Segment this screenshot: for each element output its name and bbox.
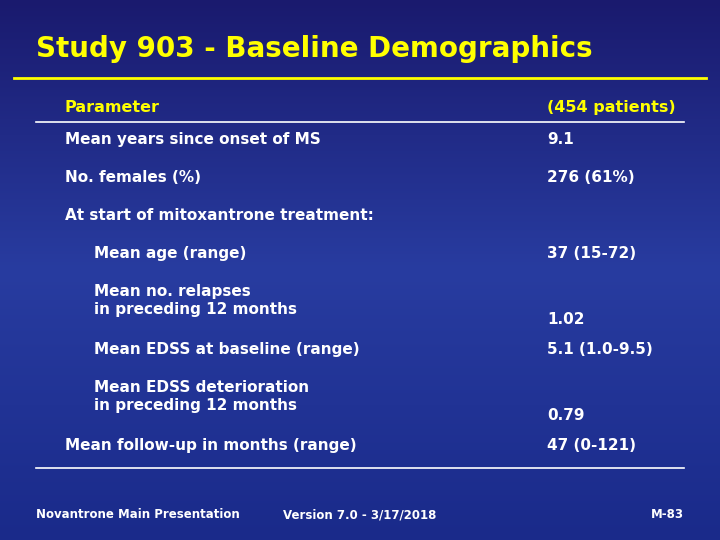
Text: Study 903 - Baseline Demographics: Study 903 - Baseline Demographics [36, 35, 593, 63]
Text: No. females (%): No. females (%) [65, 170, 201, 185]
Text: Mean age (range): Mean age (range) [94, 246, 246, 261]
Text: (454 patients): (454 patients) [547, 100, 676, 115]
Text: Mean EDSS at baseline (range): Mean EDSS at baseline (range) [94, 342, 359, 357]
Text: Mean years since onset of MS: Mean years since onset of MS [65, 132, 320, 147]
Text: Mean follow-up in months (range): Mean follow-up in months (range) [65, 438, 356, 453]
Text: M-83: M-83 [651, 508, 684, 521]
Text: 1.02: 1.02 [547, 312, 585, 327]
Text: 0.79: 0.79 [547, 408, 585, 423]
Text: Mean EDSS deterioration
in preceding 12 months: Mean EDSS deterioration in preceding 12 … [94, 380, 309, 413]
Text: 5.1 (1.0-9.5): 5.1 (1.0-9.5) [547, 342, 653, 357]
Text: At start of mitoxantrone treatment:: At start of mitoxantrone treatment: [65, 208, 374, 223]
Text: Version 7.0 - 3/17/2018: Version 7.0 - 3/17/2018 [283, 508, 437, 521]
Text: 47 (0-121): 47 (0-121) [547, 438, 636, 453]
Text: Novantrone Main Presentation: Novantrone Main Presentation [36, 508, 240, 521]
Text: Mean no. relapses
in preceding 12 months: Mean no. relapses in preceding 12 months [94, 284, 297, 316]
Text: 9.1: 9.1 [547, 132, 574, 147]
Text: Parameter: Parameter [65, 100, 160, 115]
Text: 276 (61%): 276 (61%) [547, 170, 635, 185]
Text: 37 (15-72): 37 (15-72) [547, 246, 636, 261]
